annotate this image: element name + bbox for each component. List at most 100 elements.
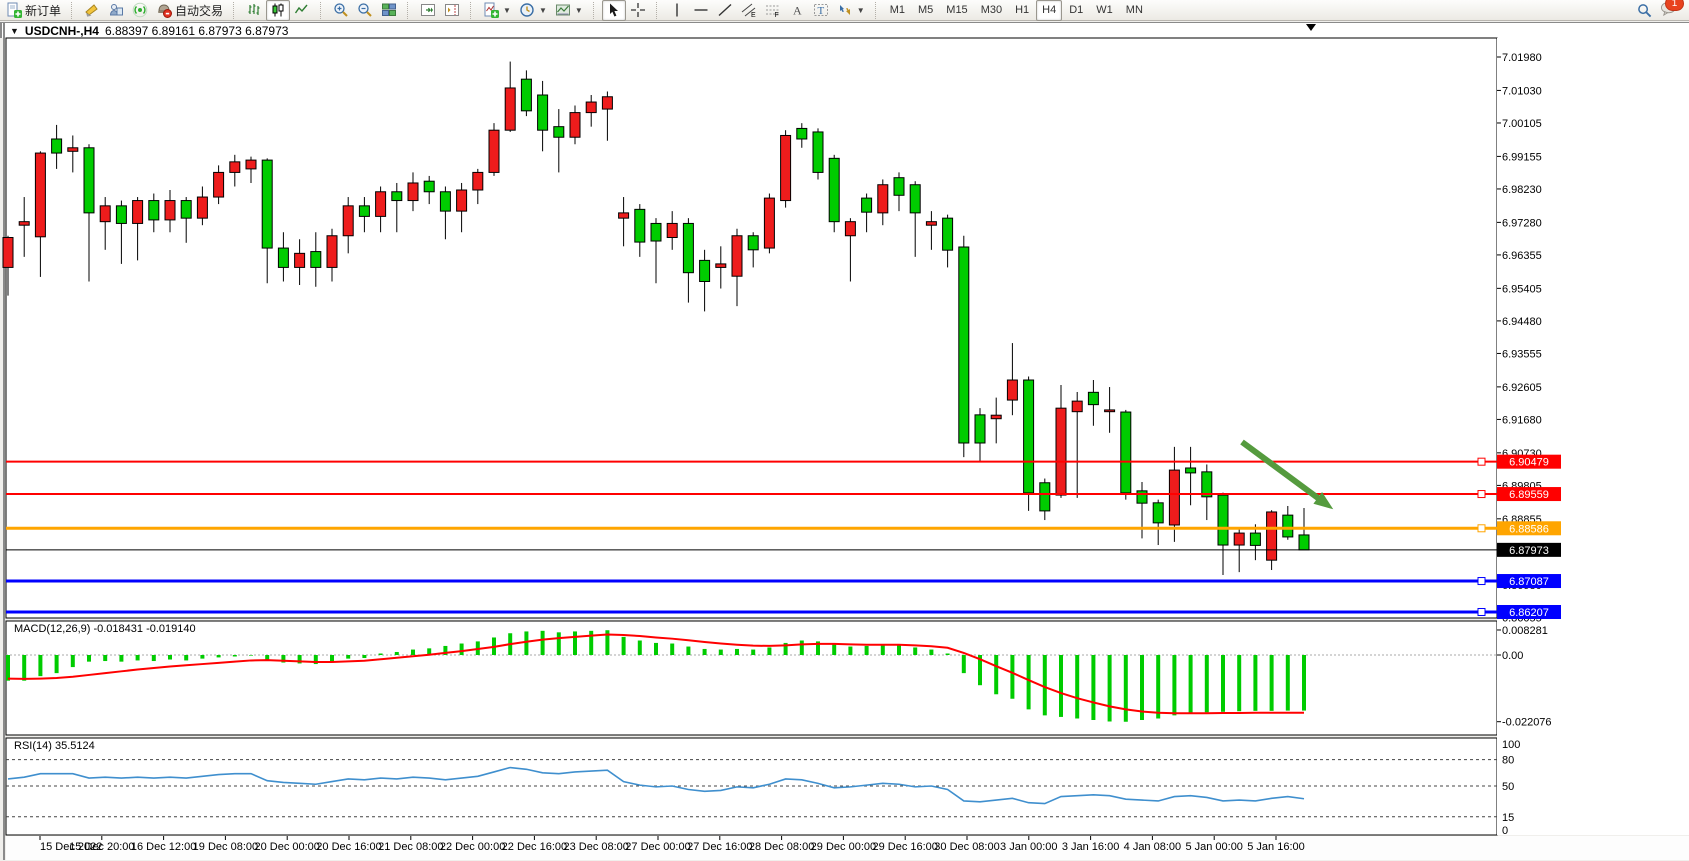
timeframe-m15-button[interactable]: M15	[946, 4, 968, 16]
candle-bear	[909, 184, 921, 214]
profiles-icon	[85, 4, 98, 17]
candle-bear	[1249, 532, 1261, 546]
candlestick-mode-button[interactable]	[266, 0, 291, 21]
trend-arrow-annotation[interactable]	[1240, 439, 1334, 510]
chart-shift-button[interactable]	[440, 0, 464, 21]
timeframe-mn-button[interactable]: MN	[1125, 4, 1143, 16]
candle-bull	[342, 205, 354, 237]
trendline-tool-button[interactable]	[713, 0, 737, 21]
rsi-line	[7, 766, 1305, 805]
notifications-button[interactable]: 1	[1660, 0, 1684, 19]
hline-handle[interactable]	[1477, 577, 1486, 586]
price-tick-label: 6.93555	[1502, 348, 1542, 360]
indicators-caret: ▼	[503, 5, 511, 15]
search-icon[interactable]	[1637, 3, 1652, 18]
horizontal-line-tool-button[interactable]	[689, 0, 713, 21]
fibonacci-tool-button[interactable]: F	[761, 0, 785, 21]
crosshair-tool-button[interactable]	[626, 0, 650, 21]
macd-axis-label: 0.00	[1502, 650, 1523, 662]
svg-text:T: T	[817, 5, 824, 17]
candle-bear	[180, 200, 192, 219]
candle-bull	[844, 221, 856, 237]
candle-bull	[375, 191, 387, 217]
toolbar-separator	[320, 1, 325, 19]
equidistant-channel-tool-button[interactable]: E	[737, 0, 761, 21]
hline-handle[interactable]	[1477, 457, 1486, 466]
candle-bear	[358, 205, 370, 217]
time-tick-label: 3 Jan 16:00	[1062, 841, 1120, 853]
templates-caret: ▼	[574, 5, 583, 15]
auto-scroll-button[interactable]	[416, 0, 440, 21]
text-label-tool-button[interactable]: T	[809, 0, 833, 21]
rsi-indicator: 100 80 50 150	[6, 739, 1520, 837]
candle-bull	[731, 235, 743, 277]
zoom-out-button[interactable]	[353, 0, 377, 21]
candle-bull	[1055, 407, 1067, 496]
new-order-button[interactable]: 新订单	[2, 0, 65, 21]
timeframe-h1-button[interactable]: H1	[1015, 4, 1030, 16]
bar-chart-mode-button[interactable]	[242, 0, 266, 21]
candle-bear	[553, 126, 565, 138]
cursor-icon	[609, 3, 618, 17]
text-tool-button[interactable]: A	[785, 0, 809, 21]
price-tick-label: 6.97280	[1502, 217, 1542, 229]
indicators-button[interactable]: ▼	[479, 0, 515, 21]
market-watch-button[interactable]	[104, 0, 128, 21]
collapse-triangle-icon[interactable]: ▼	[10, 25, 19, 36]
chart-title-bar[interactable]: ▼ USDCNH-,H4 6.88397 6.89161 6.87973 6.8…	[0, 22, 1689, 38]
candle-bear	[942, 217, 954, 251]
arrows-tool-button[interactable]: ▼	[833, 0, 869, 21]
horizontal-lines: 6.90479 6.89559 6.88586 6.87973 6.87087 6.862…	[6, 454, 1561, 619]
arrow-shaft	[1240, 439, 1324, 504]
line-chart-mode-button[interactable]	[290, 0, 314, 21]
bar-chart-icon	[248, 4, 260, 15]
time-tick-label: 20 Dec 00:00	[254, 841, 319, 853]
timeframe-w1-button[interactable]: W1	[1096, 4, 1113, 16]
price-tick-label: 7.00105	[1502, 118, 1542, 130]
hline-handle[interactable]	[1477, 524, 1486, 533]
timeframe-m5-button[interactable]: M5	[918, 4, 934, 16]
hline-handle[interactable]	[1477, 607, 1486, 616]
arrows-icon	[839, 5, 850, 15]
candle-bear	[439, 191, 451, 212]
price-badge	[1497, 454, 1561, 469]
periods-caret: ▼	[538, 5, 547, 15]
hline-handle[interactable]	[1477, 490, 1486, 499]
templates-button[interactable]: ▼	[551, 0, 587, 21]
candle-bull	[1104, 409, 1116, 413]
line-chart-icon	[294, 4, 308, 14]
arrow-head	[1313, 492, 1334, 510]
timeframe-m1-button[interactable]: M1	[889, 4, 905, 16]
profiles-button[interactable]	[80, 0, 104, 21]
zoom-in-button[interactable]	[329, 0, 353, 21]
macd-signal-line	[7, 633, 1304, 715]
time-tick-label: 15 Dec 2022	[40, 841, 102, 853]
vertical-line-tool-button[interactable]	[665, 0, 689, 21]
periods-button[interactable]: ▼	[515, 0, 551, 21]
candle-bull	[877, 184, 889, 214]
time-tick-label: 27 Dec 16:00	[687, 841, 752, 853]
price-axis-area[interactable]	[1497, 38, 1689, 835]
autotrading-icon	[158, 4, 173, 18]
candle-bear	[893, 177, 905, 196]
timeframe-h4-button[interactable]: H4	[1036, 0, 1063, 21]
price-tick-label: 7.01980	[1502, 52, 1542, 64]
cursor-tool-button[interactable]	[601, 0, 626, 21]
candle-bear	[391, 191, 403, 202]
timeframe-m30-button[interactable]: M30	[980, 4, 1003, 16]
time-axis-area[interactable]	[6, 836, 1689, 860]
tile-windows-button[interactable]	[377, 0, 401, 21]
candle-bear	[958, 246, 970, 444]
broadcast-button[interactable]	[128, 0, 152, 21]
candle-bull	[99, 205, 111, 223]
svg-text:A: A	[793, 4, 802, 18]
autotrading-button[interactable]: 自动交易	[152, 0, 227, 21]
timeframe-d1-button[interactable]: D1	[1069, 4, 1084, 16]
candle-bear	[828, 157, 840, 223]
price-tick-label: 6.92605	[1502, 382, 1542, 394]
svg-text:E: E	[751, 12, 756, 18]
candle-bear	[796, 127, 808, 140]
price-tick-label: 6.99155	[1502, 151, 1542, 163]
